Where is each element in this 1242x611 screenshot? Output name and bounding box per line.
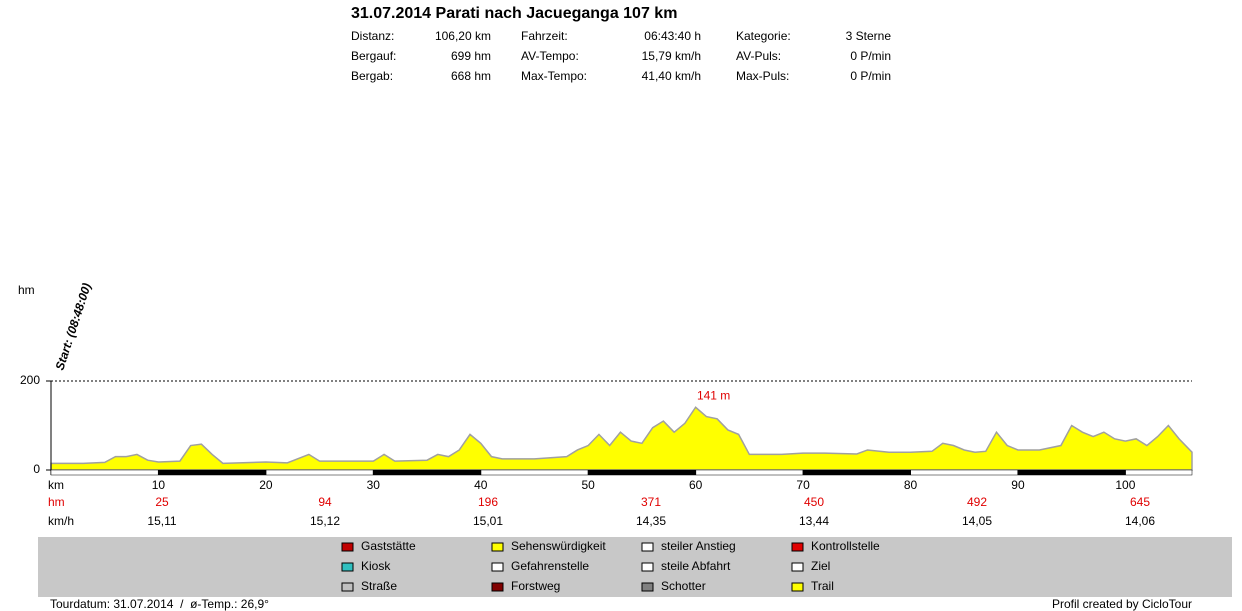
stat-value: 06:43:40 h xyxy=(644,29,701,43)
legend-label: steile Abfahrt xyxy=(661,559,731,573)
stat-value: 668 hm xyxy=(451,69,491,83)
legend-label: Gefahrenstelle xyxy=(511,559,589,573)
y-axis-label: hm xyxy=(18,283,35,297)
y-tick-label: 0 xyxy=(33,462,40,476)
x-axis-segment xyxy=(1017,470,1126,475)
legend-icon xyxy=(491,582,504,592)
legend-icon xyxy=(791,582,804,592)
legend-icon xyxy=(341,582,354,592)
elevation-area xyxy=(50,406,1193,471)
peak-label: 141 m xyxy=(697,388,730,402)
stat-label: AV-Puls: xyxy=(736,49,781,63)
row-value: 25 xyxy=(155,495,169,509)
legend-label: Schotter xyxy=(661,579,706,593)
stat-value: 699 hm xyxy=(451,49,491,63)
stat-value: 41,40 km/h xyxy=(642,69,701,83)
stat-value: 3 Sterne xyxy=(846,29,892,43)
legend-box xyxy=(38,537,1232,597)
legend-icon xyxy=(791,562,804,572)
footer-right: Profil created by CicloTour xyxy=(1052,597,1192,611)
row-value: 13,44 xyxy=(799,514,829,528)
stat-label: Bergab: xyxy=(351,69,393,83)
legend-label: Gaststätte xyxy=(361,539,416,553)
legend-icon xyxy=(791,542,804,552)
stat-label: Fahrzeit: xyxy=(521,29,568,43)
row-label: hm xyxy=(48,495,65,509)
legend-label: steiler Anstieg xyxy=(661,539,736,553)
x-tick-label: 20 xyxy=(259,478,273,492)
legend-label: Straße xyxy=(361,579,397,593)
legend-label: Ziel xyxy=(811,559,830,573)
stat-value: 15,79 km/h xyxy=(642,49,701,63)
legend-icon xyxy=(491,542,504,552)
stat-value: 0 P/min xyxy=(850,49,891,63)
x-axis-label: km xyxy=(48,478,64,492)
x-axis-segment xyxy=(158,470,266,475)
row-value: 14,35 xyxy=(636,514,666,528)
x-tick-label: 10 xyxy=(152,478,166,492)
row-label: km/h xyxy=(48,514,74,528)
x-axis-segment xyxy=(588,470,696,475)
legend-label: Sehenswürdigkeit xyxy=(511,539,606,553)
row-value: 15,12 xyxy=(310,514,340,528)
row-value: 371 xyxy=(641,495,661,509)
x-tick-label: 60 xyxy=(689,478,703,492)
footer-left: Tourdatum: 31.07.2014 / ø-Temp.: 26,9° xyxy=(50,597,269,611)
x-axis-segment xyxy=(803,470,911,475)
row-value: 196 xyxy=(478,495,498,509)
legend-label: Kontrollstelle xyxy=(811,539,880,553)
stat-label: AV-Tempo: xyxy=(521,49,579,63)
x-axis-segment xyxy=(373,470,481,475)
legend-icon xyxy=(491,562,504,572)
stat-label: Distanz: xyxy=(351,29,394,43)
row-value: 450 xyxy=(804,495,824,509)
y-tick-label: 200 xyxy=(20,373,40,387)
stat-label: Max-Tempo: xyxy=(521,69,587,83)
start-label: Start: (08:48:00) xyxy=(53,281,94,372)
legend-icon xyxy=(641,582,654,592)
stat-label: Kategorie: xyxy=(736,29,791,43)
stat-value: 106,20 km xyxy=(435,29,491,43)
row-value: 94 xyxy=(318,495,332,509)
title: 31.07.2014 Parati nach Jacueganga 107 km xyxy=(351,5,677,22)
row-value: 14,05 xyxy=(962,514,992,528)
legend-icon xyxy=(341,542,354,552)
x-tick-label: 100 xyxy=(1115,478,1135,492)
legend-icon xyxy=(341,562,354,572)
x-tick-label: 90 xyxy=(1011,478,1025,492)
legend-icon xyxy=(641,562,654,572)
x-tick-label: 70 xyxy=(796,478,810,492)
legend-label: Kiosk xyxy=(361,559,391,573)
row-value: 645 xyxy=(1130,495,1150,509)
x-tick-label: 30 xyxy=(367,478,381,492)
stat-value: 0 P/min xyxy=(850,69,891,83)
legend-icon xyxy=(641,542,654,552)
row-value: 15,11 xyxy=(147,514,176,528)
stat-label: Max-Puls: xyxy=(736,69,789,83)
legend-label: Trail xyxy=(811,579,834,593)
row-value: 14,06 xyxy=(1125,514,1155,528)
row-value: 492 xyxy=(967,495,987,509)
row-value: 15,01 xyxy=(473,514,503,528)
stat-label: Bergauf: xyxy=(351,49,396,63)
x-tick-label: 80 xyxy=(904,478,918,492)
x-tick-label: 40 xyxy=(474,478,488,492)
legend-label: Forstweg xyxy=(511,579,560,593)
x-tick-label: 50 xyxy=(582,478,596,492)
